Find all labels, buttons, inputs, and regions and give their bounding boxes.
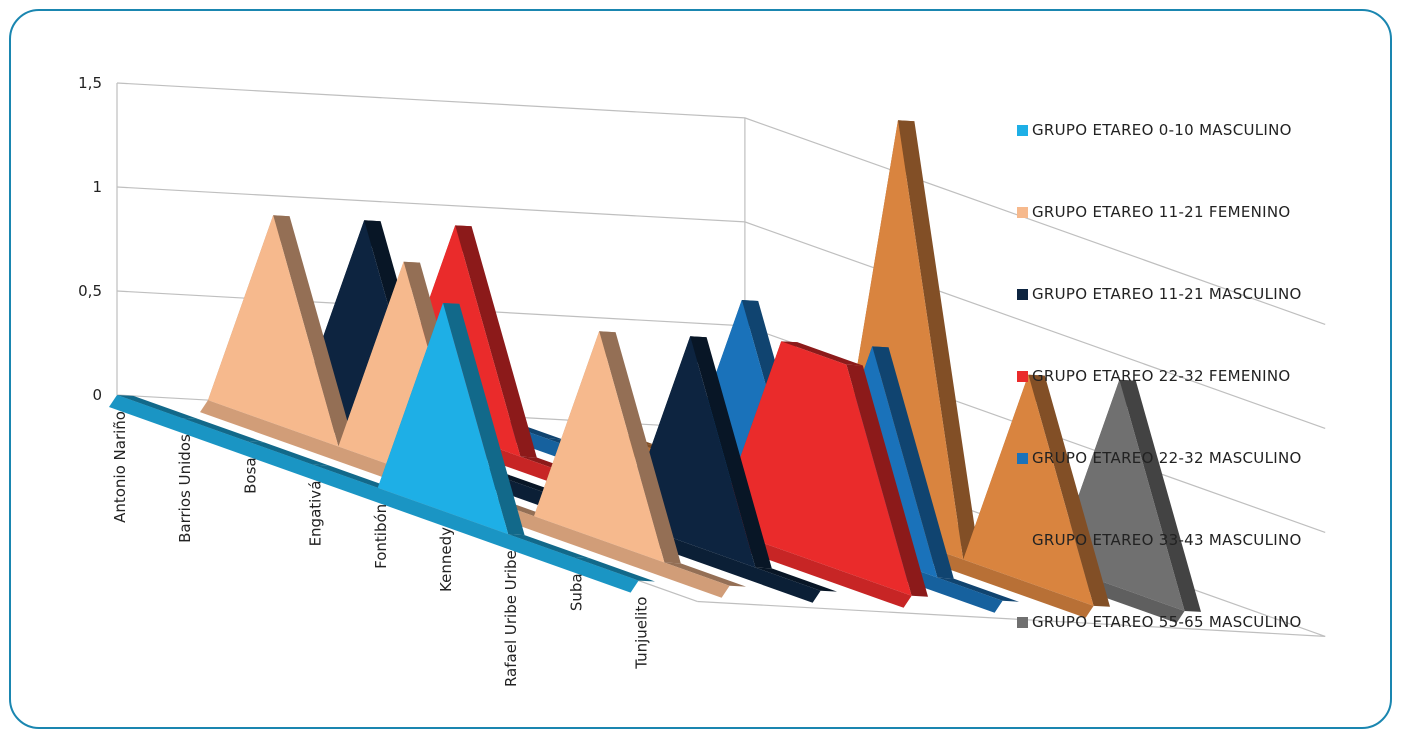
series-0 bbox=[109, 303, 655, 593]
legend-label: GRUPO ETAREO 22-32 FEMENINO bbox=[1032, 367, 1291, 385]
area-bevel bbox=[898, 120, 980, 561]
y-axis-ticks: 0 0,5 1 1,5 bbox=[78, 74, 102, 404]
area-front-face bbox=[663, 379, 1185, 611]
category-label: Tunjuelito bbox=[633, 597, 651, 670]
legend-swatch bbox=[1017, 453, 1028, 464]
legend-item: GRUPO ETAREO 55-65 MASCULINO bbox=[1017, 613, 1302, 631]
area-bevel bbox=[690, 336, 772, 569]
category-label: Fontibón bbox=[372, 504, 390, 569]
category-label: Kennedy bbox=[437, 527, 455, 592]
area-bevel bbox=[443, 303, 525, 536]
area-bevel bbox=[755, 567, 837, 592]
area-bevel bbox=[273, 215, 355, 448]
category-label: Bosa bbox=[241, 457, 259, 493]
legend-swatch bbox=[1017, 289, 1028, 300]
category-label: Rafael Uribe Uribe bbox=[502, 550, 520, 687]
area-front-face bbox=[299, 220, 821, 591]
category-label: Engativá bbox=[307, 481, 325, 547]
area-bevel bbox=[1028, 374, 1110, 607]
y-tick-label: 1 bbox=[92, 178, 102, 196]
legend-item: GRUPO ETAREO 11-21 MASCULINO bbox=[1017, 285, 1302, 303]
area-front-face bbox=[208, 215, 730, 586]
area-bevel bbox=[573, 557, 655, 582]
area-bevel bbox=[599, 331, 681, 564]
y-tick-label: 0,5 bbox=[78, 282, 102, 300]
area-bevel bbox=[937, 577, 1019, 602]
plot-area bbox=[109, 120, 1201, 623]
category-label: Suba bbox=[567, 573, 585, 611]
category-label: Barrios Unidos bbox=[176, 434, 194, 543]
gridline bbox=[116, 82, 1326, 325]
legend-swatch bbox=[1017, 125, 1028, 136]
area-base-strip bbox=[109, 395, 639, 593]
area-bevel bbox=[781, 341, 863, 366]
legend-label: GRUPO ETAREO 11-21 FEMENINO bbox=[1032, 203, 1291, 221]
area-front-face bbox=[390, 225, 912, 596]
area-bevel bbox=[247, 441, 329, 466]
legend-item: GRUPO ETAREO 22-32 MASCULINO bbox=[1017, 449, 1302, 467]
area-bevel bbox=[872, 346, 954, 579]
area-bevel bbox=[117, 395, 199, 420]
legend-swatch bbox=[1017, 207, 1028, 218]
category-label: Antonio Nariño bbox=[111, 411, 129, 523]
legend-item: GRUPO ETAREO 22-32 FEMENINO bbox=[1017, 367, 1291, 385]
floor-edge bbox=[697, 600, 1326, 637]
legend-label: GRUPO ETAREO 0-10 MASCULINO bbox=[1032, 121, 1292, 139]
area-bevel bbox=[312, 464, 395, 489]
y-tick-label: 0 bbox=[92, 386, 102, 404]
area-bevel bbox=[182, 418, 264, 443]
legend-swatch bbox=[1017, 535, 1028, 546]
legend-label: GRUPO ETAREO 22-32 MASCULINO bbox=[1032, 449, 1302, 467]
legend-label: GRUPO ETAREO 33-43 MASCULINO bbox=[1032, 531, 1302, 549]
area-bevel bbox=[664, 562, 746, 587]
legend-item: GRUPO ETAREO 11-21 FEMENINO bbox=[1017, 203, 1291, 221]
legend-item: GRUPO ETAREO 0-10 MASCULINO bbox=[1017, 121, 1292, 139]
legend-label: GRUPO ETAREO 55-65 MASCULINO bbox=[1032, 613, 1302, 631]
x-axis-categories: Antonio Nariño Barrios Unidos Bosa Engativá… bbox=[111, 411, 651, 687]
area-bevel bbox=[846, 364, 928, 597]
y-tick-label: 1,5 bbox=[78, 74, 102, 92]
legend-label: GRUPO ETAREO 11-21 MASCULINO bbox=[1032, 285, 1302, 303]
legend-item: GRUPO ETAREO 33-43 MASCULINO bbox=[1017, 531, 1302, 549]
area-front-face bbox=[572, 120, 1094, 606]
chart-frame bbox=[9, 9, 1392, 729]
area-bevel bbox=[455, 225, 537, 458]
area-bevel bbox=[1119, 379, 1201, 612]
area-bevel bbox=[508, 534, 590, 559]
legend-swatch bbox=[1017, 371, 1028, 382]
legend: GRUPO ETAREO 0-10 MASCULINO GRUPO ETAREO … bbox=[1017, 121, 1302, 631]
legend-swatch bbox=[1017, 617, 1028, 628]
